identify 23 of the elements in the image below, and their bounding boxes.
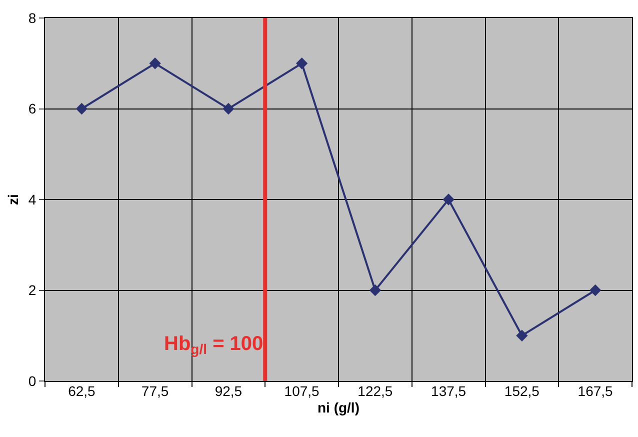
- point: [369, 284, 382, 296]
- y-tick-label: 8: [28, 10, 36, 26]
- x-tick-label: 167,5: [578, 383, 614, 399]
- x-tick-label: 107,5: [284, 383, 320, 399]
- point: [76, 102, 88, 115]
- y-tick-label: 6: [28, 100, 36, 117]
- point: [589, 284, 602, 296]
- x-tick-label: 152,5: [504, 383, 540, 399]
- point: [222, 102, 234, 115]
- x-tick-label: 122,5: [358, 383, 393, 399]
- x-tick-label: 92,5: [214, 383, 242, 399]
- point: [516, 330, 528, 342]
- y-axis-title: zi: [5, 194, 22, 205]
- x-tick-label: 77,5: [141, 383, 169, 399]
- y-tick-label: 0: [28, 372, 36, 389]
- y-tick-label: 4: [28, 191, 36, 208]
- x-axis-title: ni (g/l): [318, 399, 360, 416]
- point: [296, 58, 308, 70]
- x-tick-label: 137,5: [431, 383, 466, 399]
- point: [149, 58, 161, 70]
- x-tick-label: 62,5: [68, 383, 96, 399]
- y-tick-label: 2: [28, 282, 36, 298]
- point: [442, 194, 454, 206]
